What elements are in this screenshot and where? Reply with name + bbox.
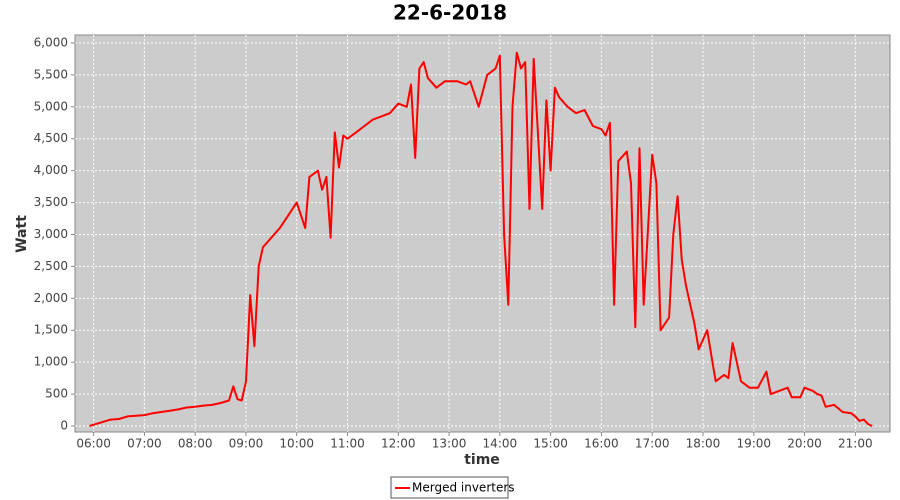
x-tick-label: 13:00	[432, 437, 467, 451]
y-tick-label: 5,000	[34, 99, 68, 113]
x-tick-label: 20:00	[787, 437, 822, 451]
x-tick-label: 11:00	[330, 437, 365, 451]
y-tick-label: 1,500	[34, 323, 68, 337]
y-tick-label: 3,000	[34, 227, 68, 241]
x-tick-label: 17:00	[635, 437, 670, 451]
y-tick-label: 2,000	[34, 291, 68, 305]
chart-title: 22-6-2018	[393, 1, 507, 25]
x-tick-label: 14:00	[483, 437, 518, 451]
legend	[390, 476, 509, 499]
x-tick-label: 21:00	[838, 437, 873, 451]
x-tick-label: 15:00	[533, 437, 568, 451]
y-tick-label: 5,500	[34, 67, 68, 81]
y-tick-label: 6,000	[34, 35, 68, 49]
x-axis-label: time	[464, 452, 500, 468]
x-tick-label: 08:00	[178, 437, 213, 451]
y-tick-label: 4,000	[34, 163, 68, 177]
y-tick-label: 4,500	[34, 131, 68, 145]
x-tick-label: 06:00	[76, 437, 111, 451]
x-tick-label: 10:00	[279, 437, 314, 451]
x-tick-label: 19:00	[736, 437, 771, 451]
y-tick-label: 0	[60, 418, 68, 432]
x-tick-label: 16:00	[584, 437, 619, 451]
x-tick-label: 07:00	[127, 437, 162, 451]
y-tick-label: 3,500	[34, 195, 68, 209]
series-line	[89, 51, 873, 427]
plot-area	[74, 34, 891, 433]
x-tick-label: 09:00	[229, 437, 264, 451]
y-tick-label: 500	[45, 387, 68, 401]
legend-label: Merged inverters	[412, 481, 515, 495]
x-tick-label: 12:00	[381, 437, 416, 451]
y-tick-label: 1,000	[34, 355, 68, 369]
y-axis-label: Watt	[14, 215, 30, 253]
x-tick-label: 18:00	[686, 437, 721, 451]
y-tick-label: 2,500	[34, 259, 68, 273]
